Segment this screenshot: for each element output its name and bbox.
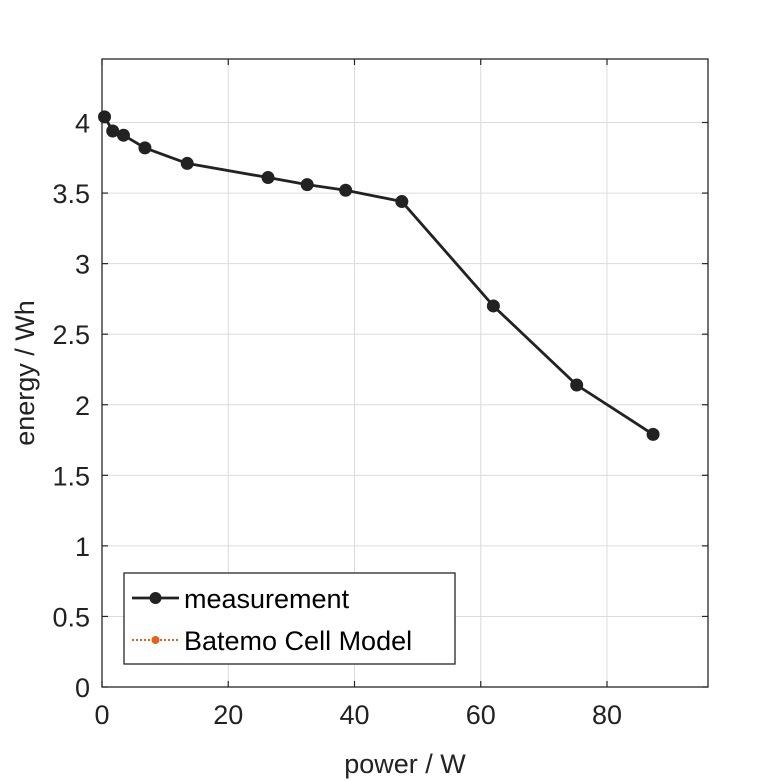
x-tick-label: 80 (592, 700, 622, 730)
data-point (138, 141, 152, 155)
y-tick-label: 2 (75, 391, 90, 421)
data-point (106, 124, 120, 138)
x-tick-label: 0 (94, 700, 109, 730)
y-tick-label: 2.5 (52, 320, 90, 350)
plot-frame (101, 58, 709, 688)
data-point (180, 156, 194, 170)
data-point (486, 299, 500, 313)
data-point (116, 128, 130, 142)
legend-entries: measurement Batemo Cell Model (132, 584, 412, 656)
y-tick-label: 4 (75, 109, 90, 139)
legend-swatch-marker (149, 592, 162, 604)
x-axis-title: power / W (344, 749, 466, 779)
y-tick-label: 0 (75, 673, 90, 703)
tick-layer: 0 20 40 60 80 0 0.5 1 1.5 2 2.5 3 3.5 4 (52, 59, 708, 730)
series-layer (98, 110, 660, 441)
legend: measurement Batemo Cell Model (123, 572, 456, 665)
y-tick-label: 1 (75, 532, 90, 562)
data-point (339, 183, 353, 197)
legend-label: Batemo Cell Model (184, 626, 412, 656)
data-point (98, 110, 112, 124)
data-point (395, 195, 409, 209)
legend-label: measurement (184, 584, 350, 614)
data-point (570, 378, 584, 392)
data-point (646, 427, 660, 441)
data-point (300, 178, 314, 192)
x-tick-label: 40 (339, 700, 369, 730)
legend-swatch-marker (151, 636, 160, 644)
y-tick-label: 0.5 (52, 602, 90, 632)
x-tick-label: 20 (213, 700, 243, 730)
data-point (261, 171, 275, 185)
x-tick-label: 60 (466, 700, 496, 730)
y-axis-title: energy / Wh (10, 300, 40, 446)
y-tick-label: 1.5 (52, 461, 90, 491)
y-tick-label: 3.5 (52, 179, 90, 209)
y-tick-label: 3 (75, 250, 90, 280)
legend-box (123, 572, 456, 665)
